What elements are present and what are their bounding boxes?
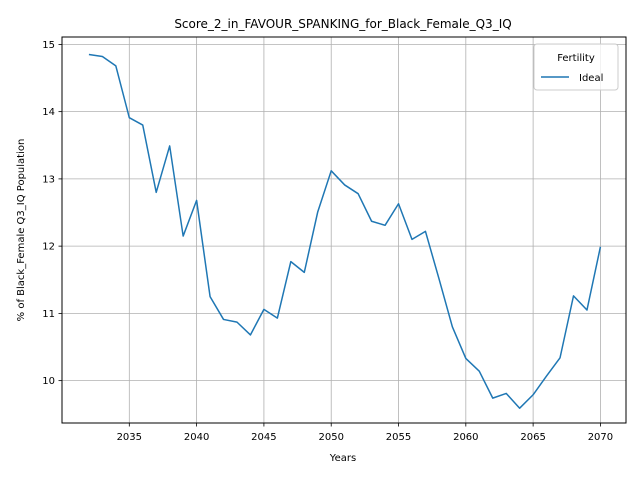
x-tick-label: 2035 [117,432,142,443]
legend-box [534,44,618,90]
x-tick-label: 2055 [386,432,411,443]
gridlines [62,37,626,423]
y-tick-label: 15 [42,40,55,51]
legend-title: Fertility [557,53,595,64]
x-tick-label: 2065 [520,432,545,443]
y-tick-label: 14 [42,107,55,118]
x-tick-label: 2060 [453,432,478,443]
legend: Fertility Ideal [534,44,618,90]
y-tick-label: 11 [42,309,55,320]
plot-frame [62,37,626,423]
y-axis: 10 11 12 13 14 15 [42,40,62,387]
y-axis-label: % of Black_Female Q3_IQ Population [16,139,27,322]
x-tick-label: 2070 [588,432,613,443]
legend-label: Ideal [579,73,603,84]
x-axis-label: Years [329,453,356,464]
x-tick-label: 2040 [184,432,209,443]
y-tick-label: 12 [42,242,55,253]
series-layer [89,54,601,408]
x-tick-label: 2050 [318,432,343,443]
chart-title: Score_2_in_FAVOUR_SPANKING_for_Black_Fem… [174,17,511,31]
y-tick-label: 13 [42,174,55,185]
x-axis: 2035 2040 2045 2050 2055 2060 2065 2070 [117,423,614,443]
series-line-ideal [89,54,601,408]
x-tick-label: 2045 [251,432,276,443]
y-tick-label: 10 [42,376,55,387]
